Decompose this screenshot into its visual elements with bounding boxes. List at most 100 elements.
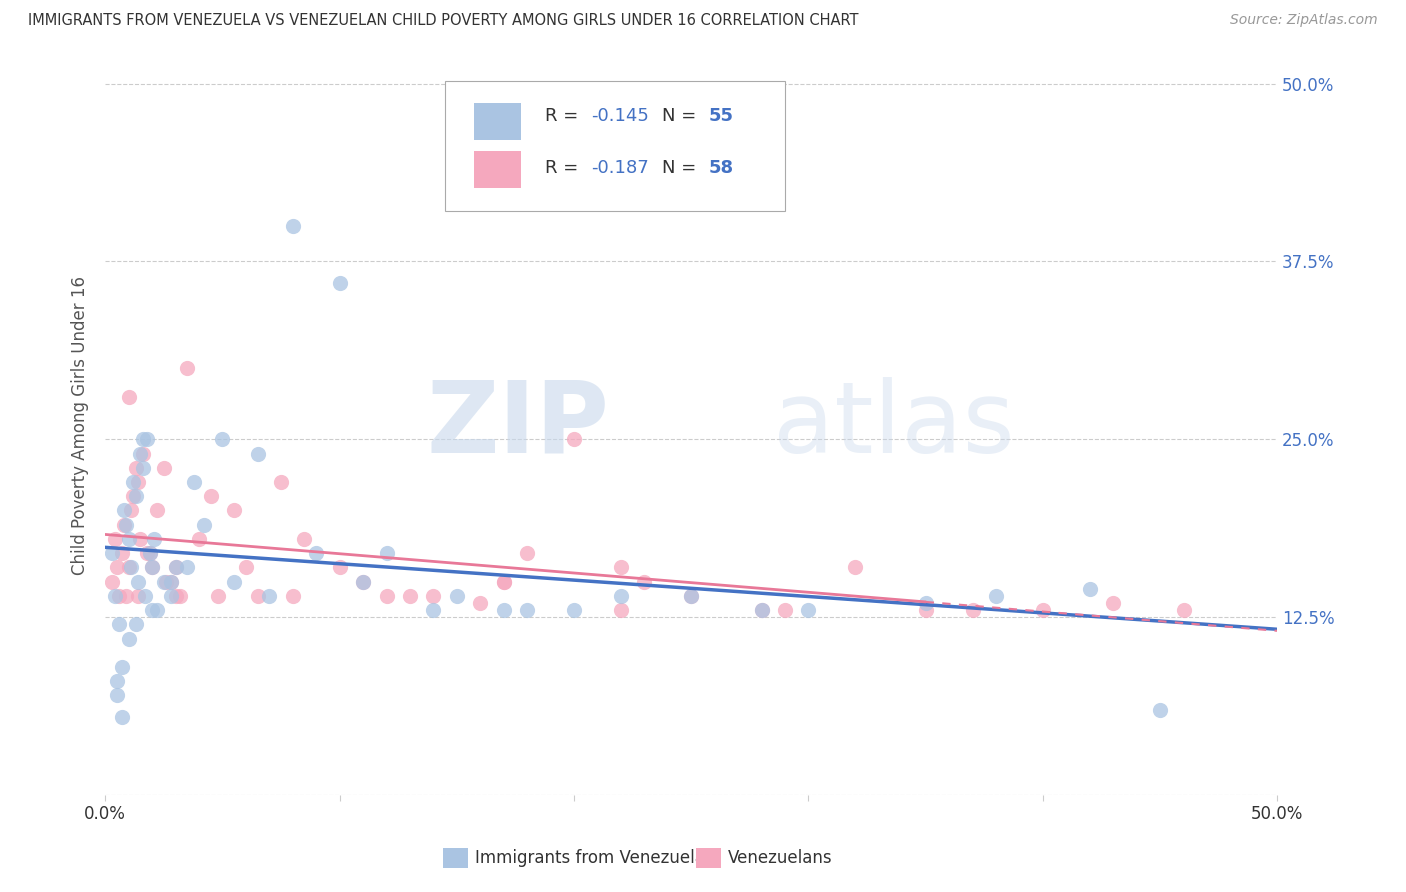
Point [224,574,246,589]
Point [516,603,538,617]
Point [165,560,187,574]
Point [516,546,538,560]
Point [103,589,125,603]
Point [132,446,155,460]
Point [125,460,148,475]
FancyBboxPatch shape [446,81,785,211]
Text: 55: 55 [709,107,734,125]
Point [160,574,183,589]
Point [281,219,304,233]
Point [399,589,422,603]
Point [122,489,145,503]
Point [914,603,936,617]
Point [352,574,374,589]
Point [139,546,162,560]
Point [127,475,149,489]
Point [129,532,152,546]
Y-axis label: Child Poverty Among Girls Under 16: Child Poverty Among Girls Under 16 [72,276,89,574]
Point [773,603,796,617]
Point [281,589,304,603]
Point [329,276,352,290]
Point [207,589,229,603]
Point [118,632,141,646]
Point [224,503,246,517]
Point [352,574,374,589]
Point [610,589,633,603]
Point [176,560,198,574]
Point [200,489,222,503]
Point [751,603,773,617]
Point [562,433,585,447]
Text: R =: R = [544,107,583,125]
Point [122,475,145,489]
Point [111,546,134,560]
Point [681,589,703,603]
Point [492,603,515,617]
Point [176,361,198,376]
Point [132,433,155,447]
Point [136,546,159,560]
Point [111,710,134,724]
Text: -0.187: -0.187 [592,159,650,177]
Text: R =: R = [544,159,583,177]
Text: N =: N = [662,159,702,177]
Point [610,603,633,617]
Point [1032,603,1054,617]
Point [108,617,131,632]
Point [1078,582,1101,596]
Point [188,532,211,546]
Point [160,574,183,589]
Point [120,560,142,574]
Point [422,603,444,617]
Point [633,574,655,589]
Point [155,574,177,589]
Point [141,603,163,617]
Point [169,589,191,603]
Text: Source: ZipAtlas.com: Source: ZipAtlas.com [1230,13,1378,28]
Point [120,503,142,517]
Point [193,517,215,532]
Point [211,433,233,447]
Point [1102,596,1125,610]
Point [139,546,162,560]
Point [914,596,936,610]
Point [108,589,131,603]
Point [112,503,135,517]
Point [246,446,269,460]
Text: IMMIGRANTS FROM VENEZUELA VS VENEZUELAN CHILD POVERTY AMONG GIRLS UNDER 16 CORRE: IMMIGRANTS FROM VENEZUELA VS VENEZUELAN … [28,13,859,29]
Point [141,560,163,574]
Point [562,603,585,617]
Point [422,589,444,603]
Point [235,560,257,574]
Point [101,574,124,589]
Point [153,460,176,475]
Point [118,560,141,574]
Point [143,532,166,546]
Point [294,532,316,546]
Point [492,574,515,589]
Point [492,574,515,589]
Point [962,603,984,617]
Point [103,532,125,546]
Point [183,475,205,489]
FancyBboxPatch shape [474,152,522,188]
Point [797,603,820,617]
Point [329,560,352,574]
Point [844,560,866,574]
Point [305,546,328,560]
Point [146,603,169,617]
Point [132,460,155,475]
Point [375,546,398,560]
Point [112,517,135,532]
Point [470,596,492,610]
Point [127,589,149,603]
Point [146,503,169,517]
Point [270,475,292,489]
Point [134,589,156,603]
Text: ZIP: ZIP [426,376,609,474]
Point [610,560,633,574]
Point [160,589,183,603]
Point [984,589,1007,603]
Text: N =: N = [662,107,702,125]
Text: atlas: atlas [773,376,1015,474]
